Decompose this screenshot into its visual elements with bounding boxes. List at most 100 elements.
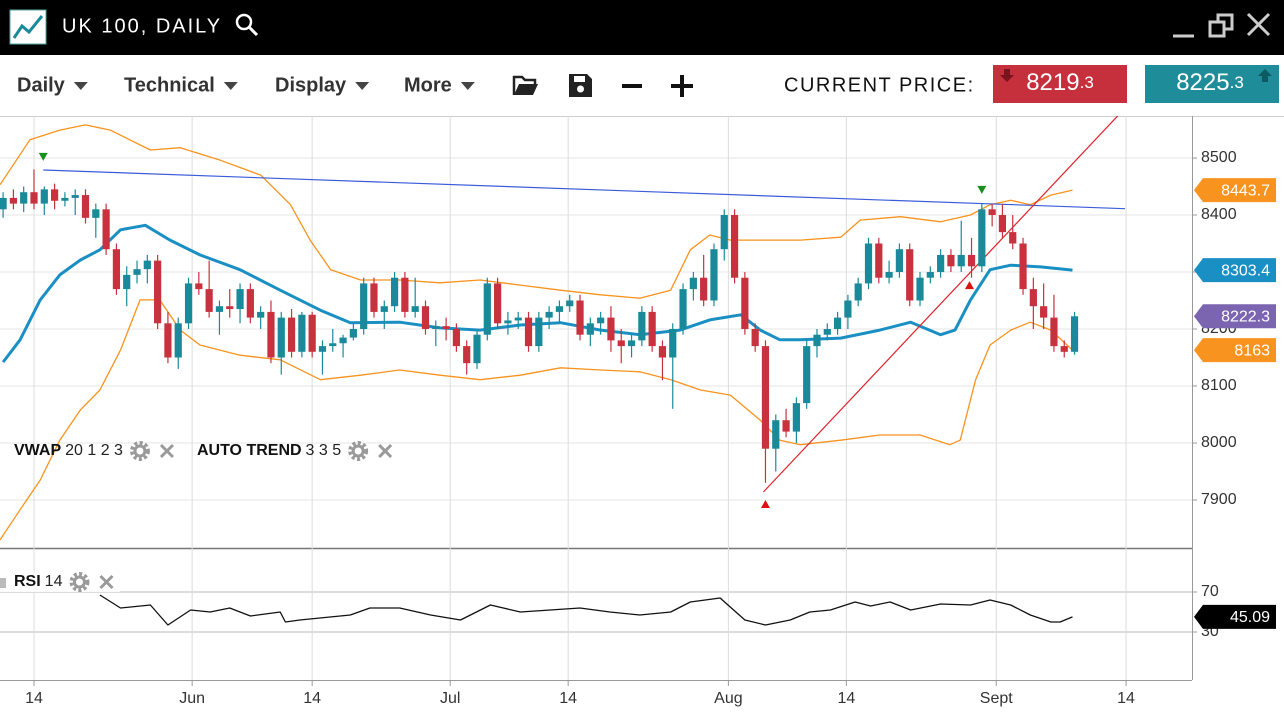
settings-icon[interactable] (129, 441, 150, 461)
candle-body (638, 311, 646, 341)
candle-body (833, 317, 842, 330)
dropdown-arrow (355, 82, 370, 90)
candle-body (494, 283, 502, 324)
gear-inner (133, 444, 147, 458)
price-tag-label: 8163 (1234, 342, 1270, 359)
price-tag (1194, 178, 1276, 203)
candle-body (947, 254, 955, 267)
candle-body (875, 243, 883, 278)
zoom-in-button[interactable] (671, 75, 693, 97)
candle-body (401, 277, 409, 312)
ask-box[interactable] (1145, 65, 1279, 103)
candle-body (236, 289, 244, 310)
candle-body (792, 403, 800, 432)
candle-body (1050, 317, 1058, 347)
window-title: UK 100, DAILY (62, 15, 222, 37)
candle-body (184, 283, 193, 324)
close-button[interactable] (1246, 12, 1271, 37)
candle-body (30, 192, 38, 204)
gear-outer (129, 441, 150, 461)
menu-label[interactable]: Technical (124, 74, 215, 96)
candle-body (432, 326, 440, 330)
menu-label[interactable]: Daily (17, 74, 66, 96)
candle-body (112, 249, 121, 290)
dropdown-arrow (223, 82, 238, 90)
remove-icon[interactable] (159, 443, 175, 459)
legend-background (0, 572, 120, 592)
candle-body (1019, 243, 1027, 290)
gear-outer (69, 572, 90, 592)
bid-box[interactable] (993, 65, 1127, 103)
candle-body (545, 311, 553, 318)
candle-body (483, 283, 491, 335)
menu-label[interactable]: More (404, 74, 452, 96)
gear-inner (351, 444, 365, 458)
indicator-params: 3 3 5 (306, 442, 342, 459)
candle-body (730, 215, 739, 278)
ask-price: 8225.3 (1176, 69, 1244, 96)
candle-body (1070, 316, 1079, 352)
candle-body (133, 269, 141, 275)
candle-body (195, 283, 203, 290)
y-tick-label: 8400 (1201, 206, 1237, 223)
x-tick-label: Sept (980, 690, 1013, 707)
candle-body (772, 420, 780, 449)
candle-body (854, 283, 862, 301)
indicator-line (1, 223, 1073, 364)
trend-line (762, 116, 1119, 493)
candle-body (864, 243, 873, 284)
candle-body (0, 197, 7, 210)
menu-label[interactable]: Display (275, 74, 347, 96)
remove-icon[interactable] (378, 443, 393, 459)
candle-body (174, 323, 182, 358)
settings-icon[interactable] (348, 441, 369, 461)
candle-body (967, 254, 976, 267)
candle-body (318, 346, 327, 352)
candle-body (607, 317, 615, 341)
candle-body (154, 260, 162, 324)
candle-body (514, 317, 522, 321)
candle-body (535, 317, 543, 347)
candle-body (442, 326, 450, 330)
candle-body (40, 189, 48, 204)
rsi-line (99, 594, 1073, 626)
candle-body (329, 343, 337, 347)
candle-body (308, 314, 316, 352)
candle-body (164, 323, 172, 358)
x-tick-label: 14 (837, 690, 855, 707)
candle-body (700, 277, 708, 301)
search-icon[interactable] (235, 13, 259, 37)
candle-body (823, 329, 831, 335)
candle-body (586, 323, 594, 335)
remove-stroke (159, 443, 175, 459)
candle-body (277, 317, 285, 358)
candle-body (906, 249, 914, 301)
signal-marker (977, 185, 987, 194)
indicator-params: 14 (45, 573, 63, 590)
candle-body (957, 254, 965, 267)
zoom-out-button[interactable] (622, 84, 642, 88)
candle-body (689, 277, 697, 290)
candle-body (751, 329, 759, 347)
remove-stroke (99, 574, 114, 590)
signal-marker (760, 499, 770, 508)
x-tick-label: 14 (559, 690, 577, 707)
dropdown-arrow (460, 82, 475, 90)
current-price-label: CURRENT PRICE: (784, 74, 975, 96)
settings-icon[interactable] (69, 572, 90, 592)
price-tag (1194, 258, 1276, 283)
candle-body (978, 209, 986, 267)
candle-body (761, 346, 770, 449)
restore-button[interactable] (1208, 13, 1234, 38)
save-icon[interactable] (569, 74, 592, 97)
y-tick-label: 70 (1201, 583, 1219, 600)
price-tag-label: 8443.7 (1221, 182, 1270, 199)
open-icon[interactable] (512, 75, 538, 95)
candle-body (555, 306, 564, 312)
candle-body (885, 272, 893, 278)
remove-icon[interactable] (99, 574, 114, 590)
candle-body (504, 320, 512, 324)
y-tick-label: 8100 (1201, 377, 1237, 394)
dropdown-arrow (73, 82, 88, 90)
x-tick-label: 14 (25, 690, 43, 707)
